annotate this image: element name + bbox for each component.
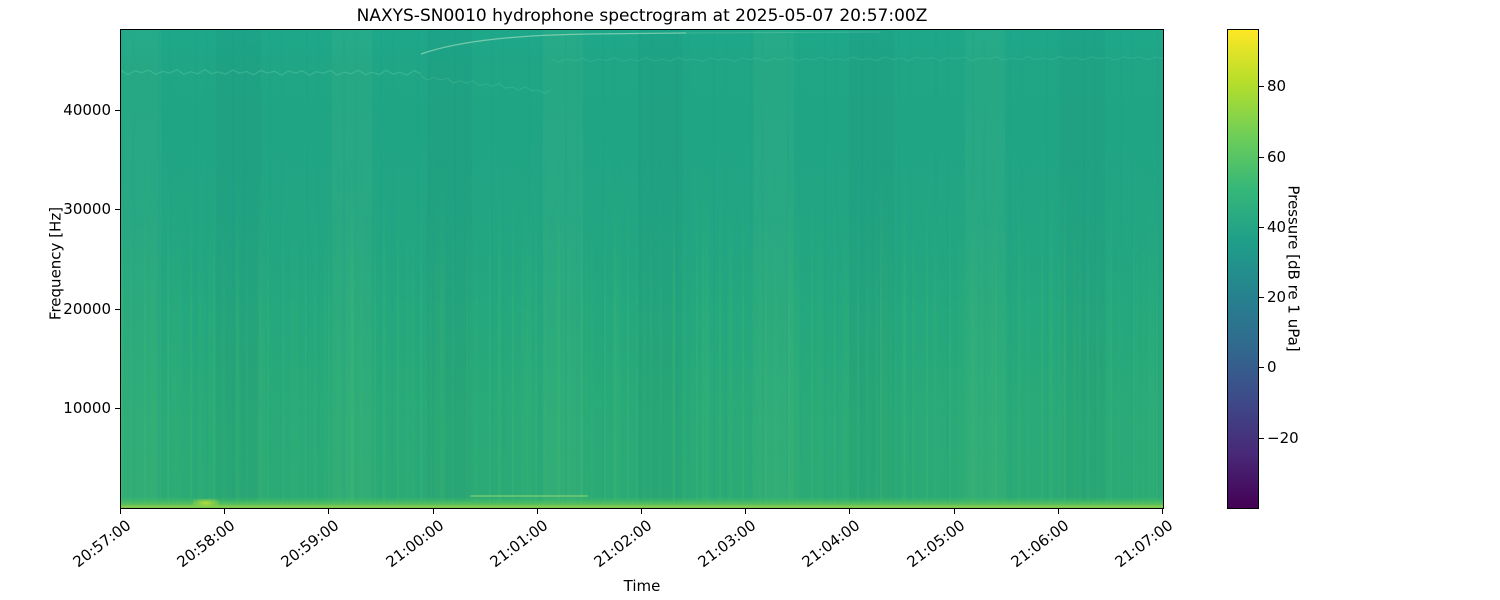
x-tick-label: 20:57:00 — [69, 516, 135, 572]
x-tick-mark — [849, 509, 851, 514]
x-axis-label: Time — [623, 577, 661, 595]
y-axis-label: Frequency [Hz] — [46, 206, 65, 321]
colorbar-tick-mark — [1259, 227, 1264, 229]
colorbar-tick-label: −20 — [1267, 429, 1299, 447]
colorbar-tick-mark — [1259, 367, 1264, 369]
colorbar-tick-label: 60 — [1267, 148, 1287, 166]
chart-title: NAXYS-SN0010 hydrophone spectrogram at 2… — [356, 6, 928, 26]
x-tick-mark — [1058, 509, 1060, 514]
colorbar-tick-label: 80 — [1267, 77, 1287, 95]
y-tick-mark — [115, 408, 120, 410]
colorbar-tick-mark — [1259, 86, 1264, 88]
spectrogram-vertical-striping-faint — [121, 30, 1163, 508]
colorbar-tick-label: 0 — [1267, 358, 1277, 376]
colorbar-tick-label: 20 — [1267, 288, 1287, 306]
spectrogram-image — [120, 29, 1164, 509]
x-tick-mark — [954, 509, 956, 514]
x-tick-mark — [537, 509, 539, 514]
faint-1khz-tone — [470, 495, 588, 497]
spectrogram-vertical-striping-low-freq — [121, 158, 1163, 508]
x-tick-mark — [120, 509, 122, 514]
low-frequency-high-level-band — [121, 497, 1163, 508]
colorbar-tick-mark — [1259, 297, 1264, 299]
tonal-line-overlay — [121, 31, 1163, 95]
colorbar-label: Pressure [dB re 1 uPa] — [1284, 185, 1303, 352]
y-tick-mark — [115, 110, 120, 112]
y-tick-label: 30000 — [63, 200, 111, 218]
x-tick-mark — [328, 509, 330, 514]
x-tick-mark — [1162, 509, 1164, 514]
colorbar-tick-mark — [1259, 157, 1264, 159]
y-tick-mark — [115, 309, 120, 311]
y-tick-label: 20000 — [63, 300, 111, 318]
colorbar-tick-label: 40 — [1267, 218, 1287, 236]
spectrogram-background — [121, 30, 1163, 508]
low-frequency-burst — [193, 499, 219, 507]
colorbar-tick-mark — [1259, 438, 1264, 440]
x-tick-mark — [224, 509, 226, 514]
x-tick-mark — [433, 509, 435, 514]
x-tick-mark — [641, 509, 643, 514]
y-tick-label: 40000 — [63, 101, 111, 119]
x-tick-mark — [745, 509, 747, 514]
y-tick-mark — [115, 209, 120, 211]
colorbar-gradient — [1228, 30, 1258, 508]
y-tick-label: 10000 — [63, 399, 111, 417]
colorbar — [1227, 29, 1259, 509]
